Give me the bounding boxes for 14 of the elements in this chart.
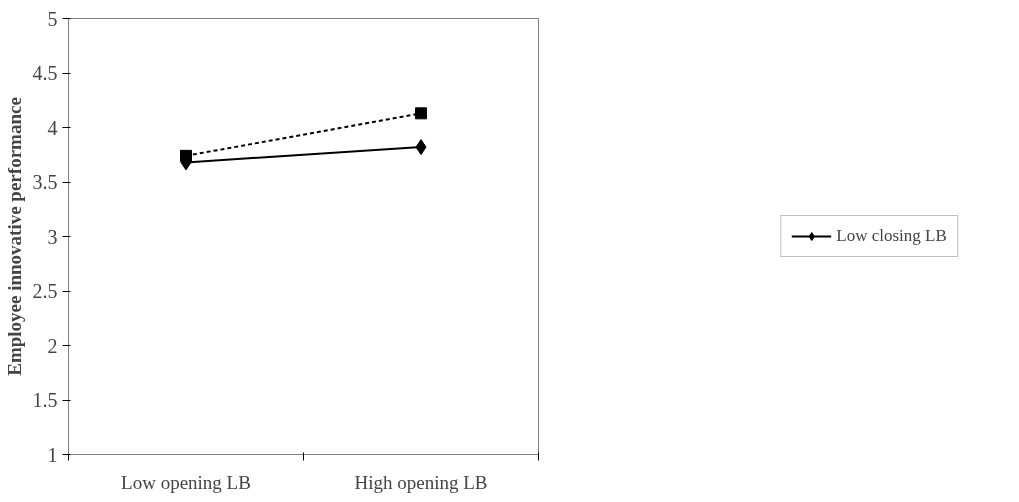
y-tick-label: 1: [47, 443, 58, 466]
y-tick-label: 2.5: [32, 280, 58, 302]
legend-label: Low closing LB: [836, 226, 947, 246]
x-tick-label: Low opening LB: [121, 471, 251, 493]
y-tick-label: 3.5: [32, 171, 58, 193]
y-tick-label: 4.5: [32, 62, 58, 84]
y-tick-label: 5: [47, 7, 58, 30]
y-tick-label: 1.5: [32, 389, 58, 411]
y-tick-label: 3: [47, 225, 58, 248]
x-tick-label: High opening LB: [354, 471, 488, 493]
point: [415, 107, 427, 120]
y-tick-label: 2: [47, 334, 58, 357]
y-axis-title: Employee innovative performance: [3, 97, 25, 376]
y-tick-label: 4: [47, 116, 58, 139]
